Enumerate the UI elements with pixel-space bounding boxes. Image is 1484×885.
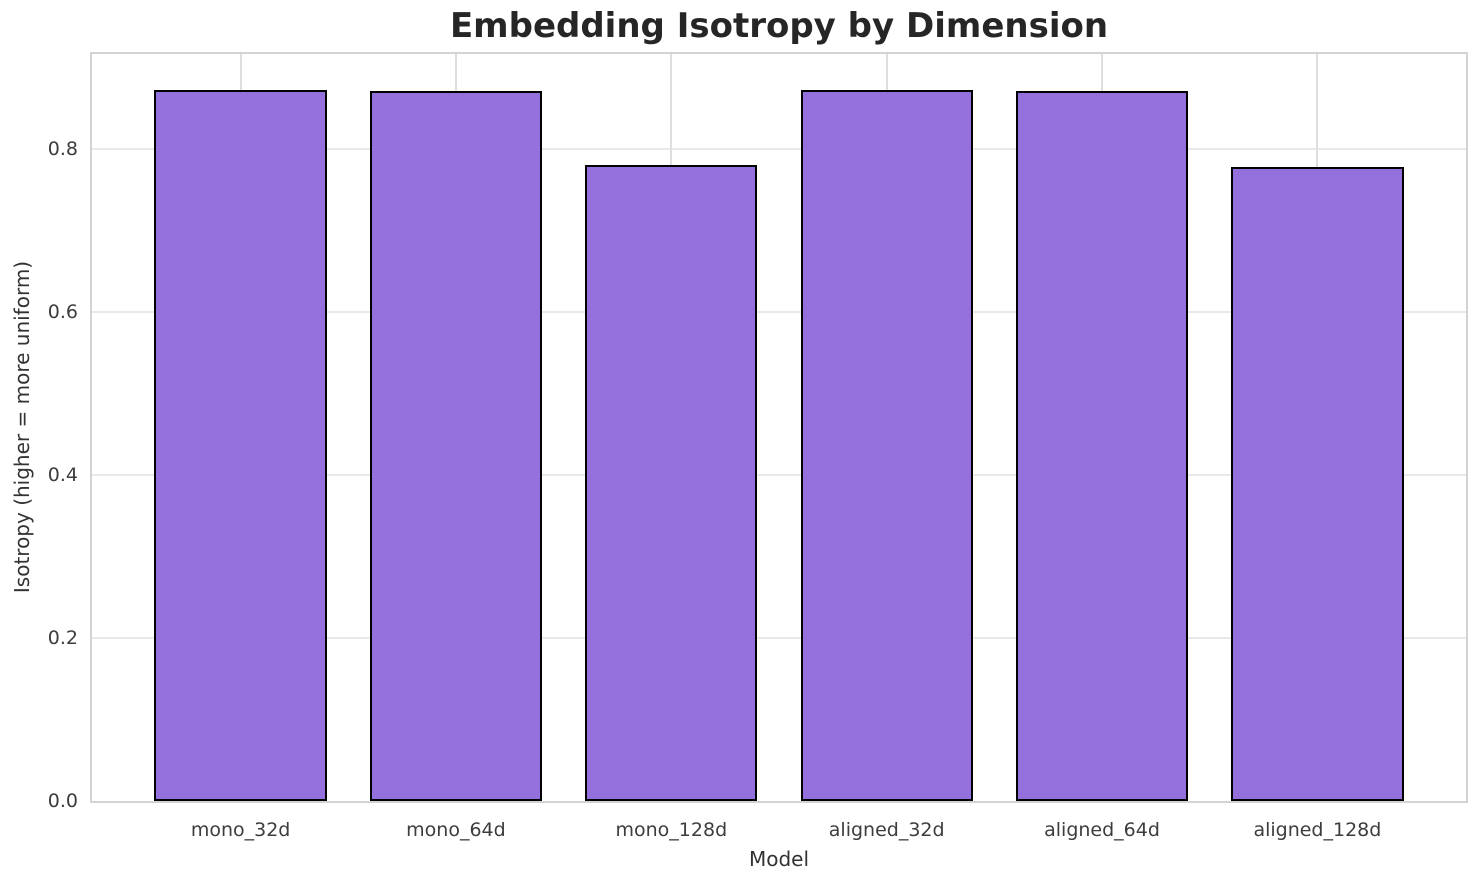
y-tick-label: 0.8 <box>47 138 78 161</box>
bar-mono_32d <box>154 89 327 801</box>
x-tick-label: mono_32d <box>190 819 291 841</box>
plot-area <box>90 52 1468 803</box>
x-axis-label: Model <box>748 847 810 871</box>
h-gridline <box>92 311 1466 314</box>
x-tick-label: aligned_32d <box>828 819 945 841</box>
y-tick-label: 0.4 <box>47 464 78 487</box>
bar-aligned_64d <box>1015 90 1189 801</box>
h-gridline <box>92 637 1466 640</box>
x-tick-label: mono_128d <box>615 819 728 841</box>
x-tick-label: mono_64d <box>406 819 506 841</box>
bar-aligned_32d <box>800 89 973 801</box>
x-tick-label: aligned_128d <box>1253 819 1382 841</box>
bar-aligned_128d <box>1231 167 1404 801</box>
x-tick-label: aligned_64d <box>1044 819 1160 841</box>
bar-mono_64d <box>369 90 543 801</box>
bar-mono_128d <box>585 164 758 801</box>
h-gridline <box>92 474 1466 477</box>
y-tick-label: 0.0 <box>47 790 78 812</box>
h-gridline <box>92 148 1466 151</box>
y-tick-label: 0.6 <box>47 301 78 324</box>
y-tick-label: 0.2 <box>47 627 78 650</box>
chart-title: Embedding Isotropy by Dimension <box>449 6 1109 46</box>
